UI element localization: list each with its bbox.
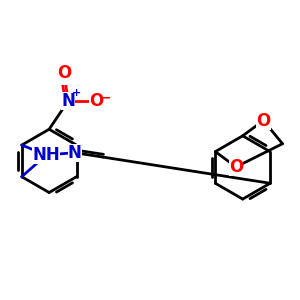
Text: O: O bbox=[229, 158, 243, 176]
Text: N: N bbox=[68, 144, 82, 162]
Text: −: − bbox=[101, 92, 112, 105]
Text: O: O bbox=[256, 112, 271, 130]
Text: O: O bbox=[89, 92, 104, 110]
Text: NH: NH bbox=[32, 146, 60, 164]
Text: O: O bbox=[57, 64, 71, 82]
Text: N: N bbox=[61, 92, 75, 110]
Text: +: + bbox=[72, 88, 81, 98]
